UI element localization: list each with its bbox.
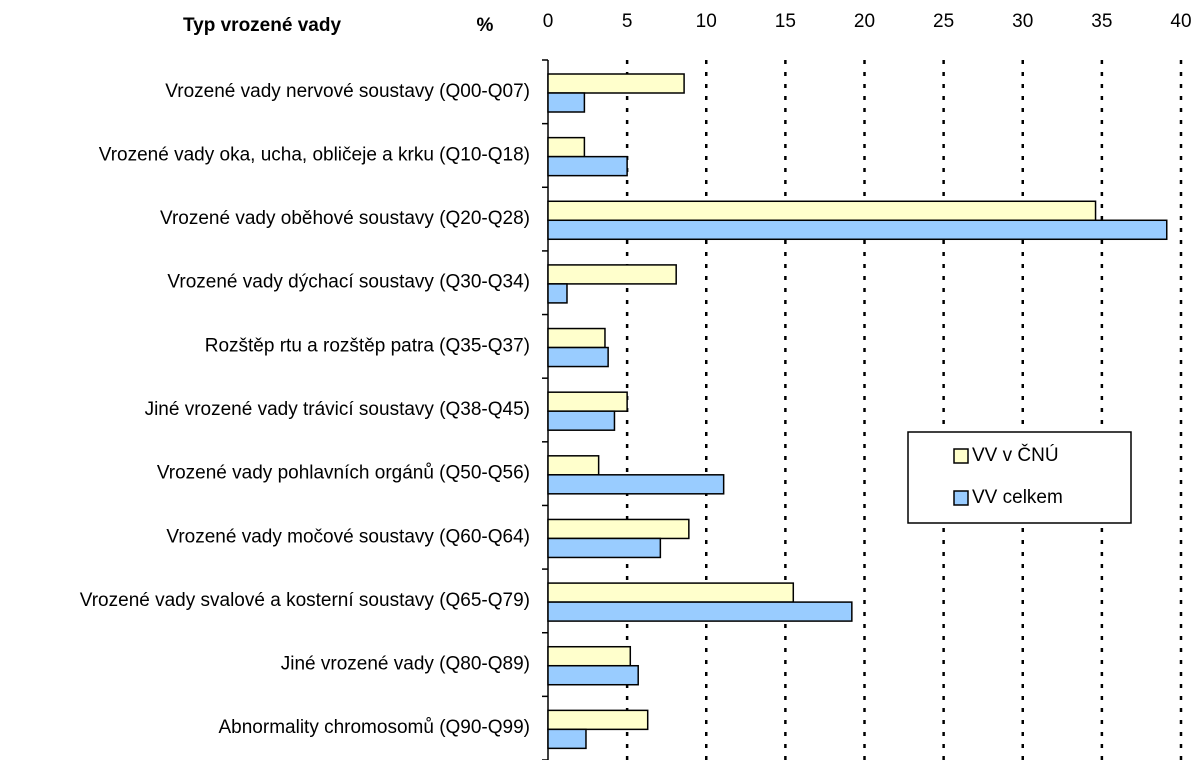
x-tick-label: 20	[854, 11, 875, 32]
bar	[547, 264, 677, 285]
bar	[547, 92, 586, 113]
y-tick-label: Jiné vrozené vady (Q80-Q89)	[281, 654, 530, 675]
x-tick-label: 30	[1012, 11, 1033, 32]
bar	[547, 474, 725, 495]
x-tick-label: 40	[1170, 11, 1191, 32]
bar	[547, 327, 606, 349]
bar	[547, 518, 690, 540]
x-tick-label: 35	[1091, 11, 1112, 32]
y-tick-label: Vrozené vady oběhové soustavy (Q20-Q28)	[160, 208, 530, 229]
x-tick-label: 15	[775, 11, 796, 32]
value-header: %	[477, 15, 494, 36]
bar	[547, 455, 600, 476]
y-tick-label: Vrozené vady dýchací soustavy (Q30-Q34)	[167, 272, 530, 293]
bar	[547, 664, 639, 686]
bar	[547, 537, 662, 559]
bar	[547, 283, 568, 304]
bar	[547, 709, 649, 731]
y-tick-label: Abnormality chromosomů (Q90-Q99)	[219, 717, 531, 738]
x-tick-label: 10	[696, 11, 717, 32]
bar	[547, 728, 587, 750]
legend-label: VV v ČNÚ	[972, 444, 1059, 466]
bar	[547, 391, 628, 412]
x-tick-label: 25	[933, 11, 954, 32]
category-header: Typ vrozené vady	[183, 15, 341, 36]
legend-label: VV celkem	[972, 487, 1063, 508]
bar	[547, 582, 795, 603]
x-tick-label: 5	[622, 11, 633, 32]
bar	[547, 219, 1168, 241]
bar	[547, 346, 609, 368]
x-tick-label: 0	[543, 11, 554, 32]
legend-swatch	[953, 490, 969, 506]
y-tick-label: Jiné vrozené vady trávicí soustavy (Q38-…	[145, 399, 530, 420]
bar	[547, 601, 853, 622]
y-tick-label: Rozštěp rtu a rozštěp patra (Q35-Q37)	[205, 335, 530, 356]
bar	[547, 410, 616, 431]
bar	[547, 73, 685, 94]
bar	[547, 200, 1097, 222]
legend-swatch	[953, 448, 969, 464]
y-tick-label: Vrozené vady svalové a kosterní soustavy…	[80, 590, 530, 611]
y-tick-label: Vrozené vady močové soustavy (Q60-Q64)	[166, 526, 530, 547]
y-tick-label: Vrozené vady pohlavních orgánů (Q50-Q56)	[157, 463, 530, 484]
y-tick-label: Vrozené vady oka, ucha, obličeje a krku …	[99, 144, 530, 165]
y-tick-label: Vrozené vady nervové soustavy (Q00-Q07)	[165, 81, 530, 102]
bar	[547, 136, 586, 158]
bar	[547, 645, 632, 667]
legend-box	[907, 431, 1132, 524]
bar	[547, 155, 628, 177]
